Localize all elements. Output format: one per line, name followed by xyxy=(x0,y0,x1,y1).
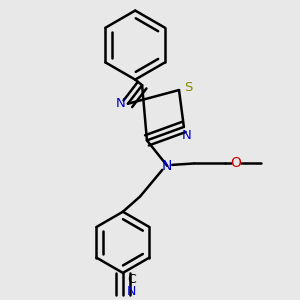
Text: N: N xyxy=(116,97,125,110)
Text: S: S xyxy=(184,81,192,94)
Text: C: C xyxy=(128,273,136,286)
Text: N: N xyxy=(127,285,136,298)
Text: N: N xyxy=(182,129,191,142)
Text: O: O xyxy=(230,156,241,170)
Text: N: N xyxy=(162,159,172,173)
